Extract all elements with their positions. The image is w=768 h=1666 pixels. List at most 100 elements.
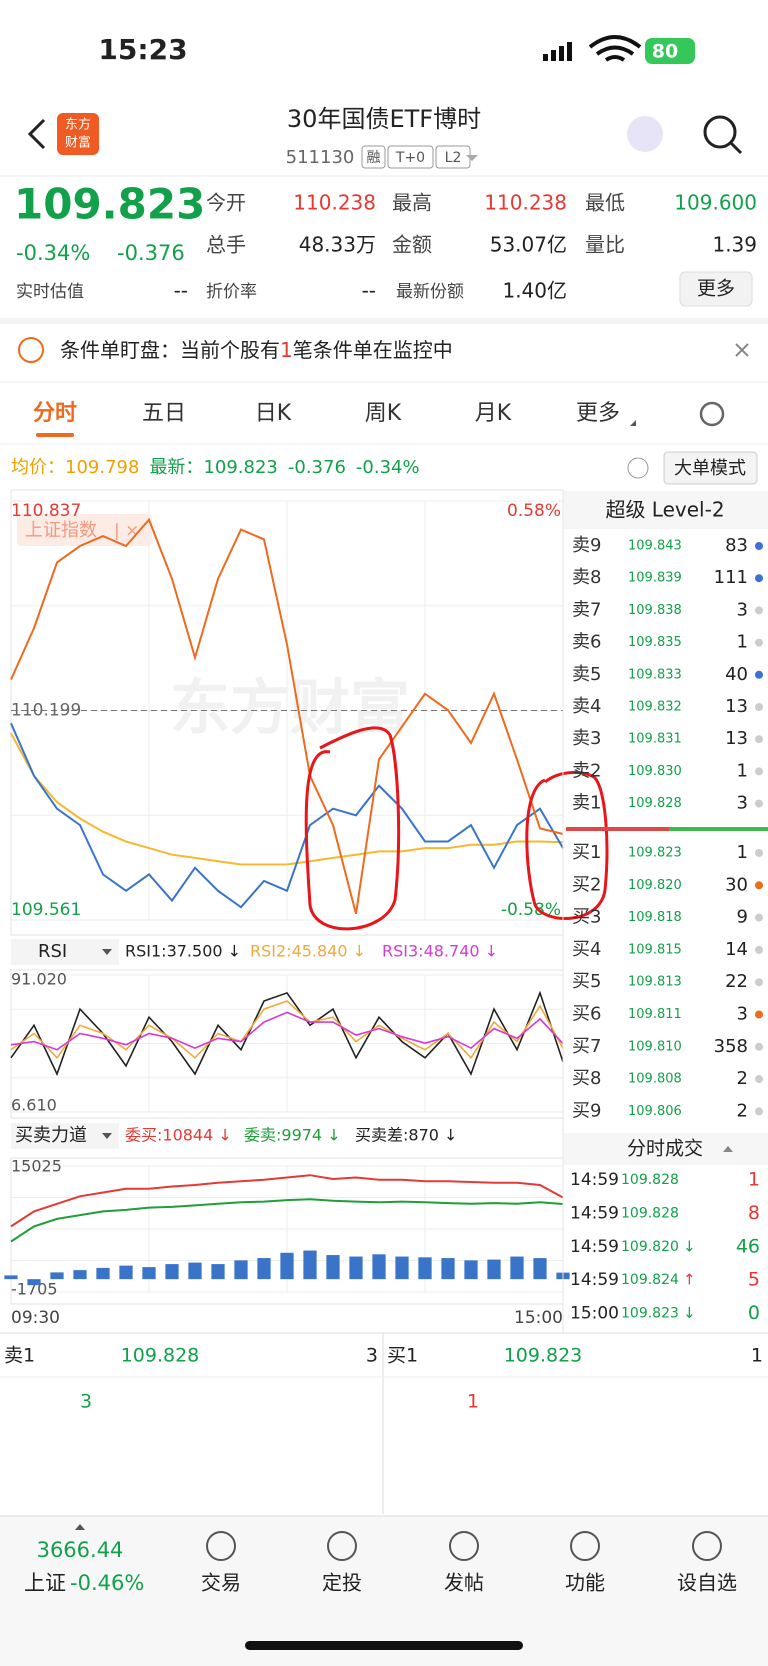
- index-change: -0.46%: [70, 1571, 144, 1595]
- overlay-tag-close[interactable]: | ×: [114, 521, 139, 541]
- trade-arrow: ↓: [683, 1237, 696, 1255]
- last-price: 109.823: [14, 180, 205, 229]
- logo-text: 东方: [65, 117, 91, 133]
- bar: [510, 1256, 524, 1280]
- level2-header: [564, 491, 768, 529]
- order-label: 买3: [572, 907, 601, 928]
- order-label: 买4: [572, 939, 601, 960]
- trade-price: 109.828: [621, 1172, 679, 1188]
- tab[interactable]: 五日: [142, 401, 186, 426]
- back-button[interactable]: [27, 118, 46, 150]
- series-line: [10, 722, 564, 909]
- y2-tick-label: 0.58%: [507, 501, 561, 521]
- order-dot: [755, 542, 763, 550]
- dropdown-icon[interactable]: [466, 155, 478, 161]
- index-value[interactable]: 3666.44: [37, 1538, 124, 1562]
- order-volume: 3: [737, 793, 748, 814]
- bar: [487, 1259, 501, 1280]
- nav-icon: [449, 1531, 479, 1561]
- tab[interactable]: 月K: [475, 401, 512, 426]
- overlay-tag[interactable]: [17, 514, 152, 546]
- field-value: 53.07亿: [490, 233, 567, 257]
- notice-icon: [18, 337, 44, 363]
- tab[interactable]: 分时: [33, 401, 77, 426]
- bar: [326, 1255, 340, 1280]
- order-price: 109.813: [628, 975, 682, 990]
- home-indicator: [245, 1641, 523, 1650]
- order-dot: [755, 1042, 763, 1051]
- bar: [349, 1256, 363, 1280]
- app-logo: [57, 113, 99, 155]
- divider: [0, 318, 768, 324]
- order-price: 109.843: [628, 539, 682, 554]
- more-button-label: 更多: [697, 278, 735, 300]
- collapse-icon[interactable]: [723, 1146, 733, 1152]
- bar: [96, 1267, 110, 1280]
- order-volume: 83: [725, 535, 748, 556]
- nav-item[interactable]: 定投: [322, 1571, 362, 1595]
- order-volume: 22: [725, 971, 748, 992]
- bar: [464, 1260, 478, 1280]
- ask-label: 卖1: [4, 1345, 35, 1367]
- nav-item[interactable]: 交易: [201, 1571, 241, 1595]
- order-label: 买7: [572, 1036, 601, 1057]
- order-volume: 9: [737, 907, 748, 928]
- order-volume: 13: [725, 696, 748, 717]
- field-label: 最新份额: [396, 282, 464, 302]
- trades-header: [564, 1133, 768, 1165]
- nav-item[interactable]: 功能: [565, 1571, 605, 1595]
- order-volume: 13: [725, 728, 748, 749]
- nav-item[interactable]: 发帖: [444, 1571, 484, 1595]
- tag-label: 融: [367, 150, 381, 166]
- search-button: [729, 141, 743, 155]
- bar: [211, 1264, 225, 1280]
- order-volume: 111: [714, 567, 748, 588]
- watermark: 东方财富: [170, 674, 410, 744]
- search-button[interactable]: [703, 115, 737, 149]
- trade-volume: 5: [748, 1269, 760, 1291]
- assistant-icon[interactable]: [627, 116, 663, 152]
- field-value: 110.238: [293, 191, 376, 215]
- order-label: 卖8: [572, 567, 601, 588]
- expand-icon[interactable]: [75, 1524, 85, 1530]
- tag-badge: [361, 145, 386, 169]
- order-volume: 3: [737, 599, 748, 620]
- tab[interactable]: 日K: [255, 401, 292, 426]
- trade-price: 109.824: [621, 1272, 679, 1288]
- indicator-legend: RSI3:48.740 ↓: [382, 942, 498, 961]
- mode-button[interactable]: [663, 451, 758, 485]
- tab[interactable]: 更多: [576, 401, 620, 426]
- bar: [372, 1254, 386, 1280]
- trade-time: 14:59: [570, 1170, 619, 1190]
- field-value: 1.40亿: [502, 279, 567, 303]
- order-dot: [755, 703, 763, 711]
- trade-time: 15:00: [570, 1304, 619, 1324]
- tab[interactable]: 周K: [365, 401, 402, 426]
- order-label: 买6: [572, 1004, 601, 1025]
- nav-item[interactable]: 设自选: [677, 1571, 737, 1595]
- help-icon[interactable]: [627, 457, 649, 479]
- indicator-selector[interactable]: [11, 939, 119, 965]
- field-value: 1.39: [712, 233, 757, 257]
- indicator-legend: RSI1:37.500 ↓: [125, 942, 241, 961]
- order-price: 109.831: [628, 732, 682, 747]
- bar: [27, 1279, 41, 1286]
- settings-button[interactable]: [699, 401, 725, 427]
- field-value: 110.238: [484, 191, 567, 215]
- indicator-selector[interactable]: [11, 1123, 119, 1149]
- ask-volume: 3: [366, 1345, 378, 1367]
- bar: [533, 1258, 547, 1280]
- more-button[interactable]: [679, 271, 753, 307]
- indicator-name: RSI: [38, 941, 67, 962]
- close-button[interactable]: [735, 343, 749, 357]
- field-value: --: [362, 279, 376, 303]
- bar: [142, 1267, 156, 1280]
- annotation-circle: [304, 726, 401, 931]
- level2-title: 超级 Level-2: [605, 498, 724, 522]
- dropdown-icon: [102, 1133, 112, 1139]
- notice-text[interactable]: 条件单盯盘：当前个股有1笔条件单在监控中: [60, 338, 453, 362]
- order-volume: 1: [737, 760, 748, 781]
- indicator-name: 买卖力道: [15, 1125, 87, 1146]
- nav-icon: [692, 1531, 722, 1561]
